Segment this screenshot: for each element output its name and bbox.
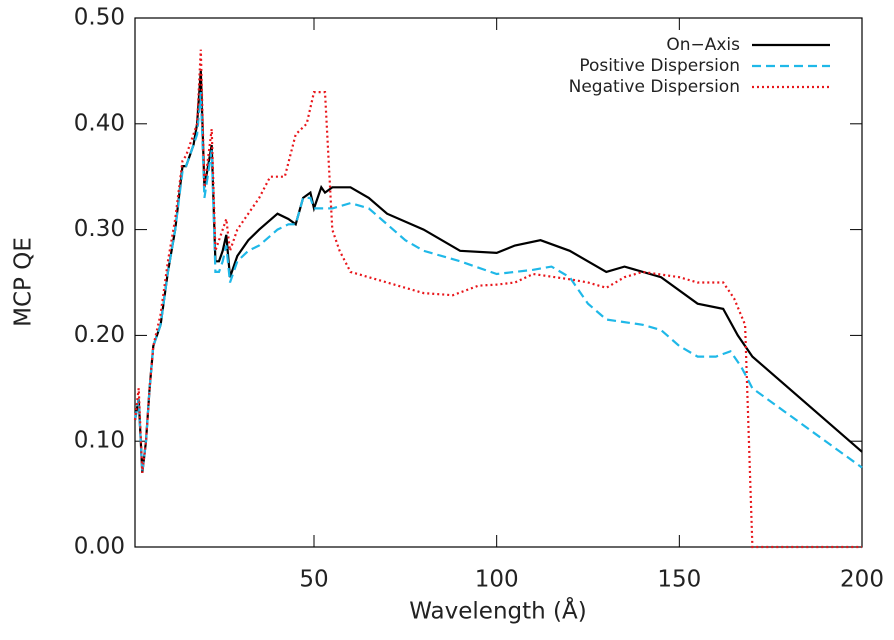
- series-line: [133, 70, 863, 474]
- legend-label: Positive Dispersion: [579, 56, 740, 76]
- y-tick-label: 0.00: [74, 534, 125, 560]
- plot-frame: [134, 17, 863, 548]
- series-line: [133, 92, 863, 474]
- y-tick-label: 0.40: [74, 110, 125, 136]
- legend-label: Negative Dispersion: [569, 77, 740, 97]
- x-tick-label: 100: [475, 567, 519, 593]
- y-axis-label: MCP QE: [11, 237, 37, 327]
- y-tick-label: 0.50: [74, 5, 125, 31]
- y-tick-label: 0.10: [74, 428, 125, 454]
- legend-label: On−Axis: [666, 35, 740, 55]
- series-line: [133, 49, 862, 549]
- y-tick-label: 0.20: [74, 322, 125, 348]
- x-tick-label: 50: [299, 567, 328, 593]
- x-axis-label: Wavelength (Å): [409, 597, 586, 625]
- x-tick-label: 150: [657, 567, 701, 593]
- y-tick-label: 0.30: [74, 216, 125, 242]
- x-tick-label: 200: [840, 567, 884, 593]
